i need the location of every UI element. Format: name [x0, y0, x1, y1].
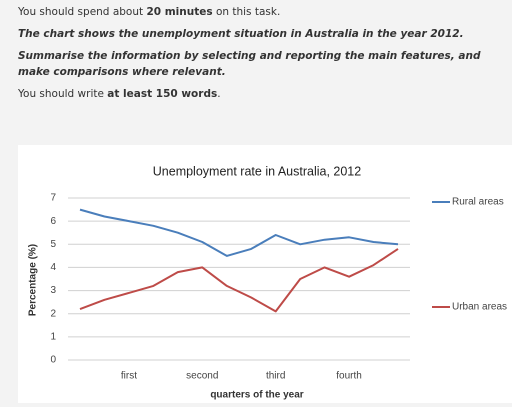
text: on this task. — [212, 6, 281, 18]
legend-label: Rural areas — [452, 197, 504, 208]
text: The chart shows the unemployment situati… — [18, 28, 464, 40]
chart-title: Unemployment rate in Australia, 2012 — [153, 164, 361, 178]
instruction: Summarise the information by selecting a… — [18, 48, 488, 80]
chart-card: Unemployment rate in Australia, 2012 qua… — [18, 145, 512, 403]
y-tick-label: 4 — [50, 262, 56, 273]
y-tick-label: 7 — [50, 193, 56, 204]
emphasis: 20 minutes — [146, 6, 213, 18]
instruction: You should write at least 150 words. — [18, 86, 488, 102]
instruction: The chart shows the unemployment situati… — [18, 26, 488, 42]
x-tick-label: fourth — [336, 371, 362, 382]
chart: Unemployment rate in Australia, 2012 qua… — [28, 164, 507, 401]
y-tick-label: 5 — [50, 239, 56, 250]
x-tick-label: first — [121, 371, 137, 382]
data-line — [79, 208, 399, 257]
y-tick-label: 1 — [50, 331, 56, 342]
text: You should spend about — [18, 6, 147, 18]
text: . — [217, 88, 221, 100]
text: Summarise the information by selecting a… — [18, 50, 481, 78]
data-line — [79, 248, 399, 313]
y-tick-label: 6 — [50, 216, 56, 227]
y-tick-label: 3 — [50, 285, 56, 296]
x-tick-label: second — [186, 371, 218, 382]
legend-label: Urban areas — [452, 302, 507, 313]
y-tick-label: 2 — [50, 308, 56, 319]
instruction: You should spend about 20 minutes on thi… — [18, 4, 488, 20]
x-axis-title: quarters of the year — [210, 390, 303, 401]
y-tick-label: 0 — [50, 355, 56, 366]
task-instructions: You should spend about 20 minutes on thi… — [18, 4, 488, 108]
emphasis: at least 150 words — [107, 88, 218, 100]
text: You should write — [18, 88, 108, 100]
x-tick-label: third — [266, 371, 285, 382]
y-axis-title: Percentage (%) — [28, 244, 39, 316]
